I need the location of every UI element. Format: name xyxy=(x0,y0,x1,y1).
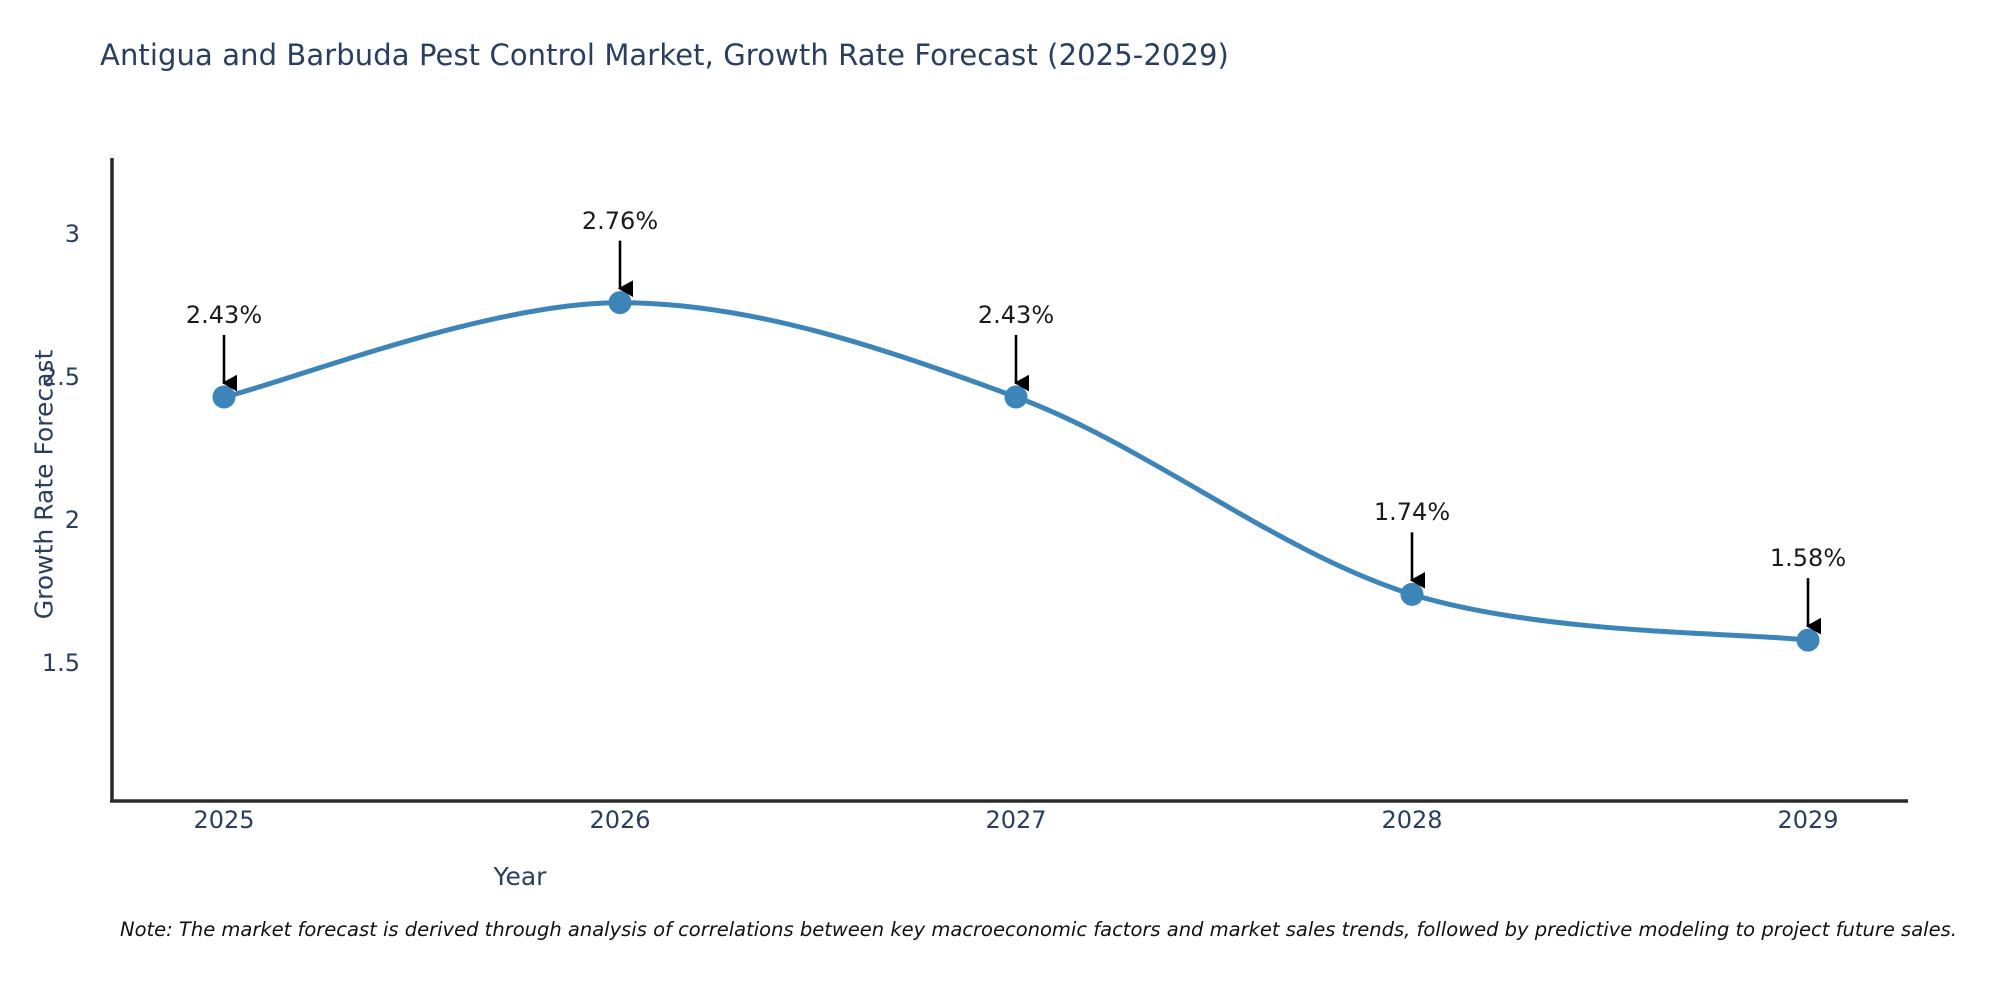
data-point-marker[interactable] xyxy=(1004,385,1028,409)
data-point-marker[interactable] xyxy=(608,291,632,315)
chart-title: Antigua and Barbuda Pest Control Market,… xyxy=(100,38,1229,72)
footnote: Note: The market forecast is derived thr… xyxy=(120,918,1957,941)
data-point-marker[interactable] xyxy=(1796,628,1820,652)
data-point-label: 2.76% xyxy=(581,206,659,235)
annotation-arrows xyxy=(221,240,1821,635)
x-tick-label-2028: 2028 xyxy=(1381,806,1443,834)
y-tick-label-3: 3 xyxy=(64,220,80,248)
y-tick-label-1_5: 1.5 xyxy=(41,649,80,677)
data-point-marker[interactable] xyxy=(212,385,236,409)
y-tick-label-2: 2 xyxy=(64,506,80,534)
y-tick-label-2_5: 2.5 xyxy=(41,363,80,391)
x-tick-label-2029: 2029 xyxy=(1777,806,1839,834)
x-tick-label-2026: 2026 xyxy=(589,806,651,834)
data-point-marker[interactable] xyxy=(1400,582,1424,606)
data-point-label: 2.43% xyxy=(185,301,263,330)
x-tick-label-2025: 2025 xyxy=(193,806,255,834)
x-axis-title: Year xyxy=(493,862,547,891)
data-point-label: 2.43% xyxy=(977,301,1055,330)
data-point-label: 1.58% xyxy=(1769,544,1847,573)
x-tick-label-2027: 2027 xyxy=(985,806,1047,834)
data-point-label: 1.74% xyxy=(1373,498,1451,527)
